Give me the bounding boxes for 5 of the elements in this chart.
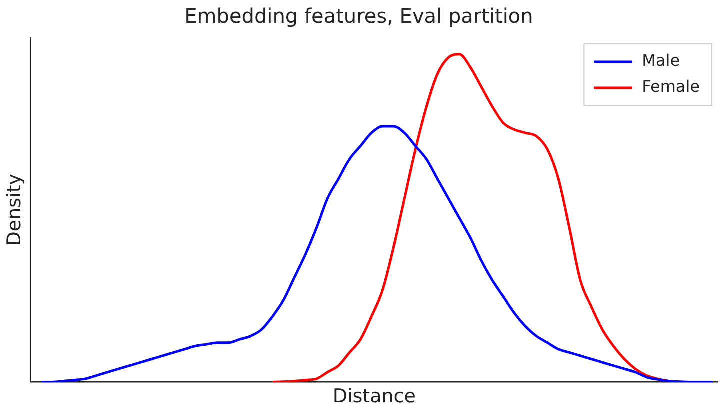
y-axis-title: Density (3, 174, 26, 246)
x-axis-title: Distance (332, 386, 416, 408)
legend-label: Male (642, 51, 680, 70)
chart-title: Embedding features, Eval partition (184, 4, 534, 28)
legend-label: Female (642, 77, 700, 96)
